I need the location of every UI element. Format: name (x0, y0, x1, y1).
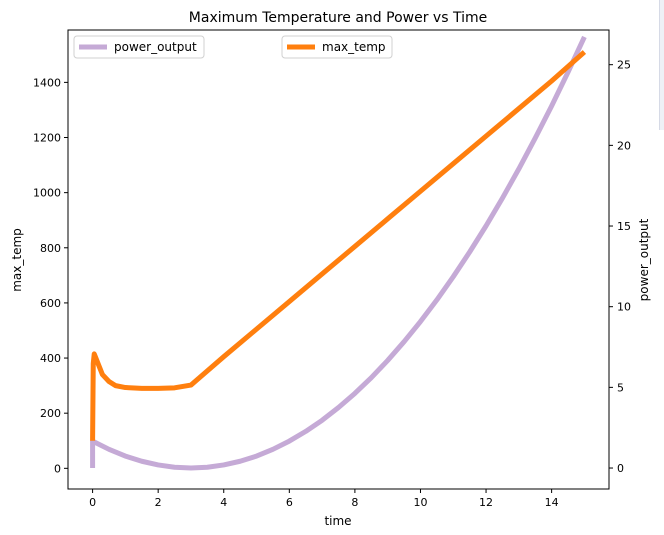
x-tick-label: 12 (479, 496, 493, 509)
y-axis-label-left: max_temp (10, 228, 24, 292)
y-left-tick-label: 400 (40, 352, 61, 365)
y-right-tick-label: 0 (617, 462, 624, 475)
plot-frame (67, 29, 610, 490)
y-right-tick-label: 10 (617, 301, 631, 314)
y-left-tick-label: 1000 (33, 187, 61, 200)
y-right-tick-label: 5 (617, 381, 624, 394)
legend-label-power-output: power_output (114, 40, 197, 54)
x-tick-label: 6 (286, 496, 293, 509)
chart-title: Maximum Temperature and Power vs Time (189, 10, 487, 26)
x-axis-ticks: 0 2 4 6 8 10 12 14 (89, 489, 559, 509)
x-axis-label: time (324, 514, 351, 528)
x-tick-label: 10 (413, 496, 427, 509)
x-tick-label: 8 (351, 496, 358, 509)
y-right-tick-label: 25 (617, 59, 631, 72)
x-tick-label: 14 (545, 496, 559, 509)
y-axis-ticks-right: 0 5 10 15 20 25 (609, 59, 631, 475)
y-left-tick-label: 1400 (33, 76, 61, 89)
series-layer (90, 35, 587, 471)
y-left-tick-label: 800 (40, 242, 61, 255)
y-axis-ticks-left: 0 200 400 600 800 1000 1200 1400 (33, 76, 68, 475)
y-left-tick-label: 200 (40, 407, 61, 420)
window-edge-strip (659, 0, 664, 130)
legend-power-output: power_output (73, 35, 205, 59)
series-line-power-output (90, 35, 587, 471)
x-tick-label: 2 (155, 496, 162, 509)
y-right-tick-label: 15 (617, 220, 631, 233)
legend-label-max-temp: max_temp (322, 40, 386, 54)
x-tick-label: 0 (89, 496, 96, 509)
y-left-tick-label: 600 (40, 297, 61, 310)
series-line-max-temp (90, 50, 587, 441)
y-right-tick-label: 20 (617, 139, 631, 152)
y-axis-label-right: power_output (637, 218, 651, 301)
x-tick-label: 4 (220, 496, 227, 509)
y-left-tick-label: 0 (54, 462, 61, 475)
y-left-tick-label: 1200 (33, 132, 61, 145)
legend-max-temp: max_temp (281, 35, 393, 59)
